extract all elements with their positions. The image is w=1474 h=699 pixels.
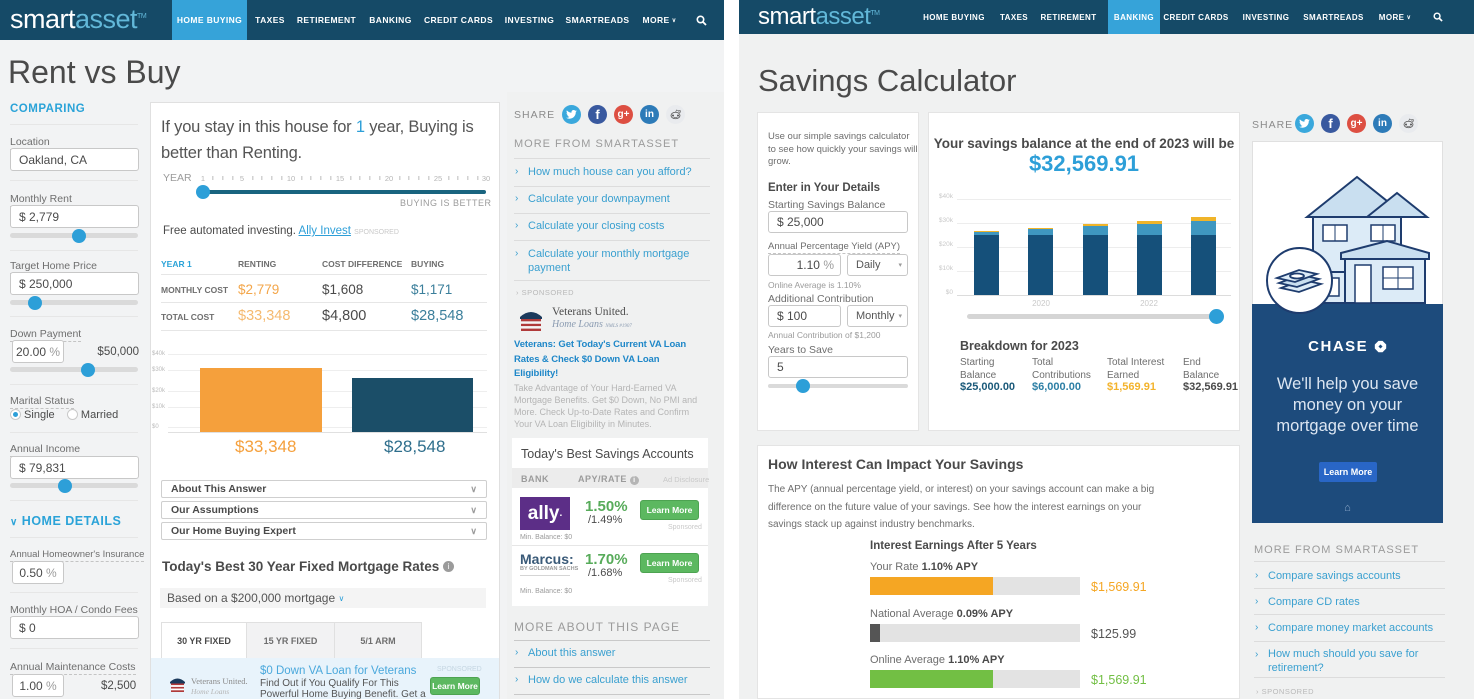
svg-text:20: 20 bbox=[385, 174, 393, 183]
svg-text:25: 25 bbox=[434, 174, 442, 183]
svg-text:10: 10 bbox=[287, 174, 295, 183]
svg-text:30: 30 bbox=[482, 174, 490, 183]
svg-text:15: 15 bbox=[336, 174, 344, 183]
svg-text:5: 5 bbox=[240, 174, 244, 183]
svg-text:1: 1 bbox=[201, 174, 205, 183]
